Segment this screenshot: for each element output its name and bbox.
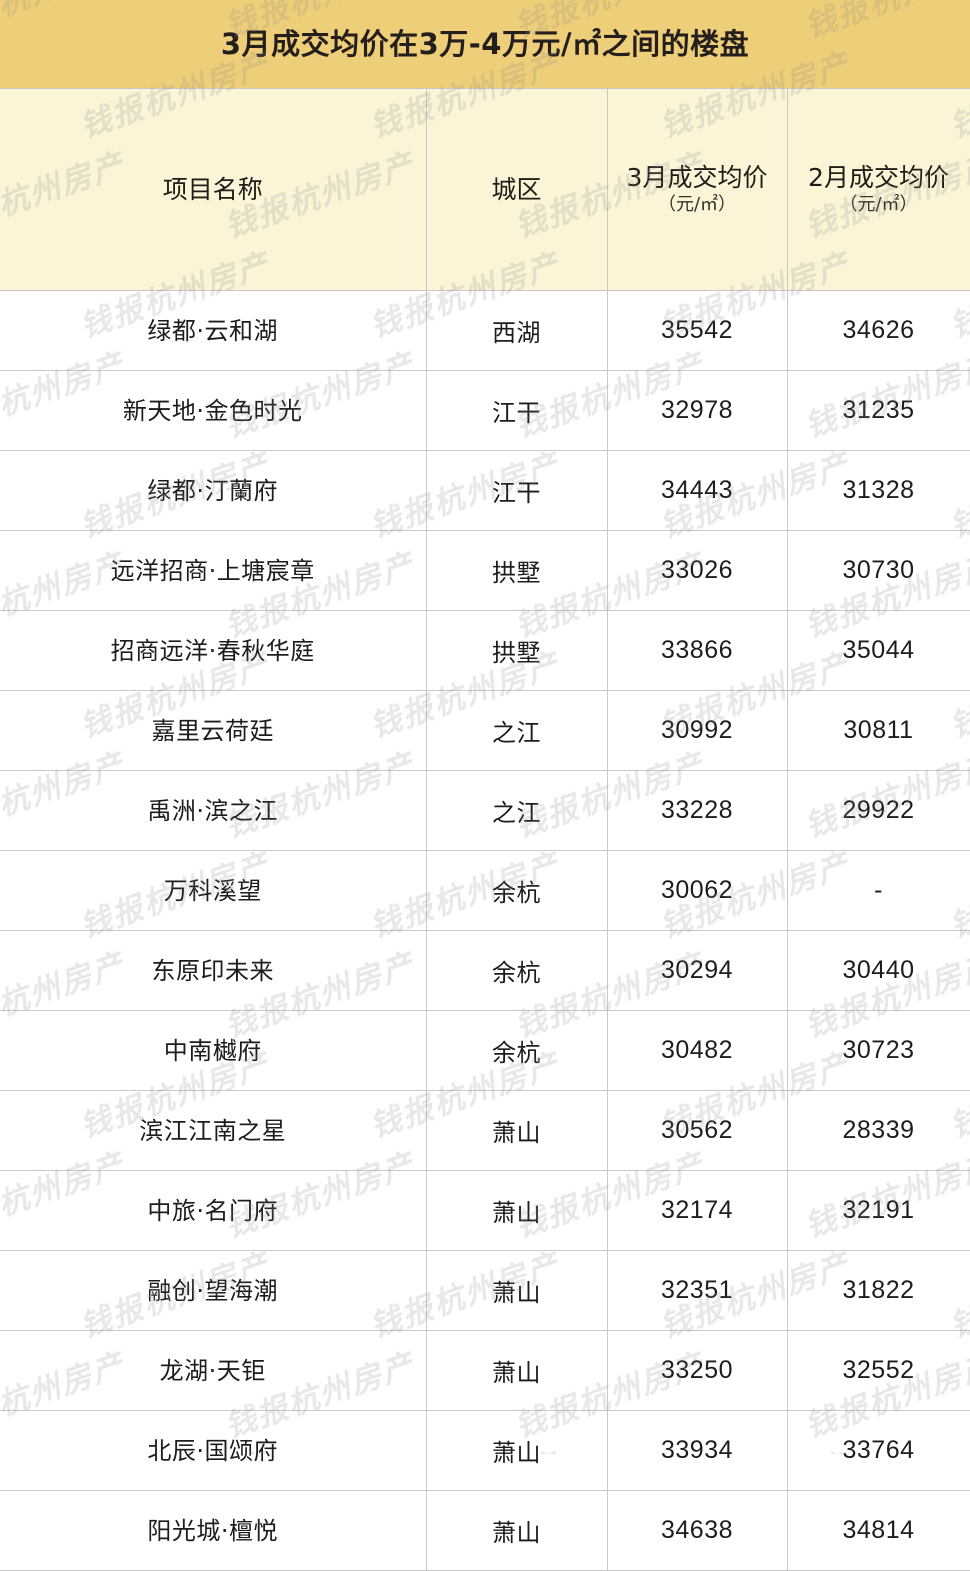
cell-february-price: 34814 (786, 1490, 970, 1571)
table-row: 绿都·云和湖西湖35542346262.6% (0, 290, 970, 372)
cell-february-price: 31235 (786, 370, 970, 452)
column-header-unit-label: （元/㎡） (657, 194, 737, 216)
price-table: 项目名称 城区 3月成交均价 （元/㎡） 2月成交均价 （元/㎡） 环比涨跌幅度… (0, 87, 970, 1571)
column-header-main-label: 城区 (491, 174, 542, 204)
page-title: 3月成交均价在3万-4万元/㎡之间的楼盘 (220, 26, 750, 61)
cell-district: 萧山 (425, 1170, 608, 1252)
cell-project-name: 绿都·汀蘭府 (0, 450, 427, 532)
cell-march-price: 32174 (606, 1170, 788, 1252)
cell-district: 余杭 (425, 850, 608, 932)
table-row: 滨江江南之星萧山30562283397.8% (0, 1090, 970, 1172)
cell-district: 余杭 (425, 930, 608, 1012)
table-row: 嘉里云荷廷之江30992308110.6% (0, 690, 970, 772)
cell-february-price: 33764 (786, 1410, 970, 1492)
cell-march-price: 33866 (606, 610, 788, 692)
cell-march-price: 30992 (606, 690, 788, 772)
cell-february-price: 29922 (786, 770, 970, 852)
cell-district: 余杭 (425, 1010, 608, 1092)
cell-district: 萧山 (425, 1330, 608, 1412)
column-header-march-avg-price: 3月成交均价 （元/㎡） (606, 87, 788, 292)
cell-district: 拱墅 (425, 610, 608, 692)
cell-march-price: 30062 (606, 850, 788, 932)
column-header-main-label: 项目名称 (162, 174, 263, 204)
cell-district: 江干 (425, 450, 608, 532)
cell-march-price: 33250 (606, 1330, 788, 1412)
cell-project-name: 滨江江南之星 (0, 1090, 427, 1172)
cell-district: 萧山 (425, 1490, 608, 1571)
table-row: 融创·望海潮萧山32351318221.7% (0, 1250, 970, 1332)
cell-march-price: 33026 (606, 530, 788, 612)
title-bar: 3月成交均价在3万-4万元/㎡之间的楼盘 (0, 0, 970, 88)
cell-project-name: 招商远洋·春秋华庭 (0, 610, 427, 692)
cell-project-name: 龙湖·天钜 (0, 1330, 427, 1412)
table-row: 绿都·汀蘭府江干34443313289.9% (0, 450, 970, 532)
cell-february-price: 28339 (786, 1090, 970, 1172)
cell-district: 萧山 (425, 1250, 608, 1332)
column-header-main-label: 3月成交均价 (626, 162, 768, 192)
table-row: 新天地·金色时光江干32978312355.6% (0, 370, 970, 452)
cell-march-price: 30294 (606, 930, 788, 1012)
cell-project-name: 远洋招商·上塘宸章 (0, 530, 427, 612)
cell-march-price: 33934 (606, 1410, 788, 1492)
table-row: 龙湖·天钜萧山33250325522.1% (0, 1330, 970, 1412)
cell-project-name: 东原印未来 (0, 930, 427, 1012)
cell-february-price: 30811 (786, 690, 970, 772)
cell-project-name: 中南樾府 (0, 1010, 427, 1092)
cell-district: 萧山 (425, 1410, 608, 1492)
cell-march-price: 30482 (606, 1010, 788, 1092)
table-row: 远洋招商·上塘宸章拱墅33026307307.5% (0, 530, 970, 612)
cell-march-price: 34443 (606, 450, 788, 532)
column-header-project-name: 项目名称 (0, 87, 427, 292)
column-header-unit-label: （元/㎡） (839, 194, 918, 216)
cell-march-price: 32978 (606, 370, 788, 452)
cell-february-price: 31822 (786, 1250, 970, 1332)
column-header-february-avg-price: 2月成交均价 （元/㎡） (786, 87, 970, 292)
cell-project-name: 中旅·名门府 (0, 1170, 427, 1252)
cell-february-price: 35044 (786, 610, 970, 692)
cell-project-name: 新天地·金色时光 (0, 370, 427, 452)
cell-district: 之江 (425, 770, 608, 852)
cell-march-price: 32351 (606, 1250, 788, 1332)
cell-project-name: 阳光城·檀悦 (0, 1490, 427, 1571)
table-row: 禹洲·滨之江之江332282992211.0% (0, 770, 970, 852)
cell-february-price: 30730 (786, 530, 970, 612)
cell-project-name: 北辰·国颂府 (0, 1410, 427, 1492)
cell-project-name: 融创·望海潮 (0, 1250, 427, 1332)
cell-february-price: 32191 (786, 1170, 970, 1252)
cell-february-price: 30723 (786, 1010, 970, 1092)
cell-march-price: 34638 (606, 1490, 788, 1571)
cell-district: 之江 (425, 690, 608, 772)
cell-february-price: 31328 (786, 450, 970, 532)
table-row: 北辰·国颂府萧山33934337640.5% (0, 1410, 970, 1492)
cell-february-price: 30440 (786, 930, 970, 1012)
table-head: 项目名称 城区 3月成交均价 （元/㎡） 2月成交均价 （元/㎡） 环比涨跌幅度… (0, 87, 970, 292)
cell-project-name: 绿都·云和湖 (0, 290, 427, 372)
cell-project-name: 嘉里云荷廷 (0, 690, 427, 772)
cell-march-price: 35542 (606, 290, 788, 372)
column-header-district: 城区 (425, 87, 608, 292)
cell-february-price: 32552 (786, 1330, 970, 1412)
cell-project-name: 万科溪望 (0, 850, 427, 932)
cell-march-price: 30562 (606, 1090, 788, 1172)
cell-district: 拱墅 (425, 530, 608, 612)
table-header-row: 项目名称 城区 3月成交均价 （元/㎡） 2月成交均价 （元/㎡） 环比涨跌幅度… (0, 87, 970, 292)
table-body: 绿都·云和湖西湖35542346262.6%新天地·金色时光江干32978312… (0, 290, 970, 1571)
cell-march-price: 33228 (606, 770, 788, 852)
cell-district: 江干 (425, 370, 608, 452)
column-header-main-label: 2月成交均价 (808, 162, 949, 192)
cell-district: 西湖 (425, 290, 608, 372)
cell-project-name: 禹洲·滨之江 (0, 770, 427, 852)
cell-february-price: - (786, 850, 970, 932)
cell-district: 萧山 (425, 1090, 608, 1172)
cell-february-price: 34626 (786, 290, 970, 372)
